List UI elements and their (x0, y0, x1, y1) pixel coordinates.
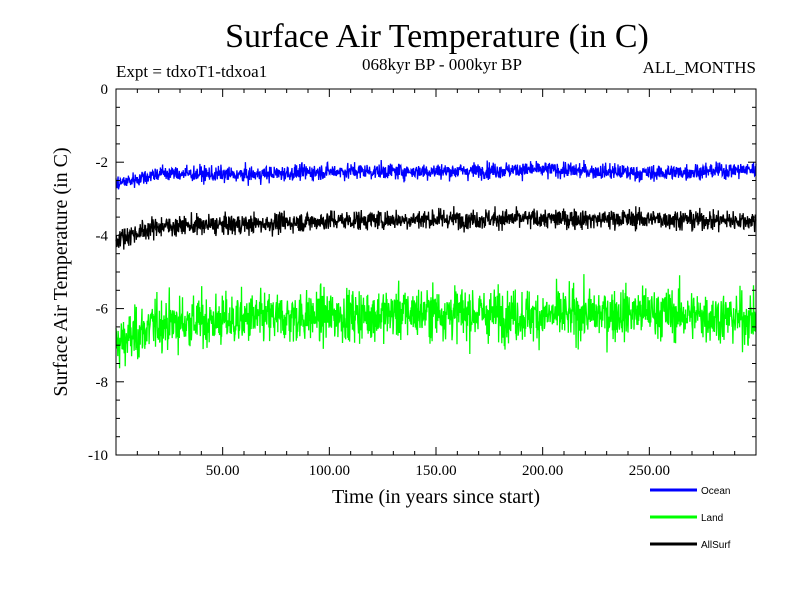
x-tick-label: 250.00 (629, 463, 670, 479)
season-label: ALL_MONTHS (643, 58, 756, 77)
x-tick-label: 200.00 (522, 463, 563, 479)
y-tick-label: -8 (96, 375, 109, 391)
y-tick-label: -2 (96, 155, 109, 171)
series-line-allsurf (115, 206, 757, 250)
x-tick-label: 100.00 (309, 463, 350, 479)
x-axis-label: Time (in years since start) (332, 486, 540, 508)
chart-title: Surface Air Temperature (in C) (225, 18, 649, 55)
y-tick-label: 0 (101, 82, 109, 98)
x-axis: 50.00 100.00 150.00 200.00 250.00 (136, 89, 736, 479)
x-tick-label: 150.00 (415, 463, 456, 479)
series-line-ocean (115, 159, 757, 190)
y-tick-label: -6 (96, 302, 109, 318)
y-tick-label: -10 (88, 448, 108, 464)
plot-frame (115, 88, 757, 456)
chart-subtitle: 068kyr BP - 000kyr BP (362, 55, 522, 74)
series-layer (115, 159, 757, 369)
y-axis-label: Surface Air Temperature (in C) (50, 147, 72, 396)
legend-label-land: Land (701, 513, 723, 524)
legend-label-ocean: Ocean (701, 486, 730, 497)
legend-label-allsurf: AllSurf (701, 540, 731, 551)
legend: Ocean Land AllSurf (650, 486, 731, 551)
experiment-label: Expt = tdxoT1-tdxoa1 (116, 62, 267, 81)
series-line-land (115, 274, 757, 369)
x-tick-label: 50.00 (206, 463, 240, 479)
y-axis: 0 -2 -4 -6 -8 -10 (88, 82, 756, 464)
y-tick-label: -4 (96, 228, 109, 244)
